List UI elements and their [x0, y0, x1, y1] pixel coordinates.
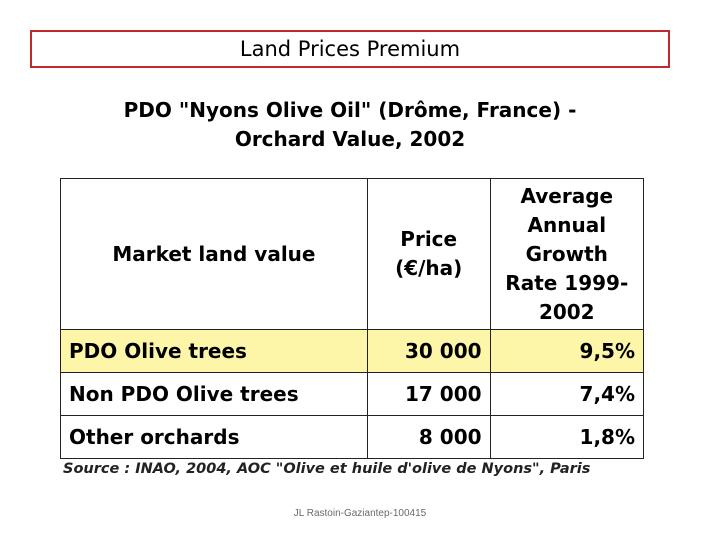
table-heading-line-2: Orchard Value, 2002	[234, 127, 466, 151]
row-price: 30 000	[366, 329, 491, 373]
source-citation: Source : INAO, 2004, AOC "Olive et huile…	[63, 461, 591, 477]
row-price: 17 000	[366, 372, 491, 416]
header-growth-line-1: Average	[520, 183, 614, 208]
header-price-line-2: (€/ha)	[395, 256, 463, 280]
row-growth: 1,8%	[489, 415, 645, 459]
land-value-table: Market land value Price (€/ha) Average A…	[60, 178, 645, 459]
header-price-line-1: Price	[400, 227, 458, 251]
table-heading-line-1: PDO "Nyons Olive Oil" (Drôme, France) -	[123, 98, 577, 122]
table-row: Other orchards 8 000 1,8%	[60, 415, 645, 459]
header-growth-rate: Average Annual Growth Rate 1999- 2002	[489, 178, 645, 330]
table-row: Non PDO Olive trees 17 000 7,4%	[60, 372, 645, 416]
header-growth-line-5: 2002	[538, 299, 595, 324]
table-heading: PDO "Nyons Olive Oil" (Drôme, France) - …	[60, 96, 640, 154]
row-label: Other orchards	[60, 415, 368, 459]
footer-author: JL Rastoin-Gaziantep-100415	[293, 508, 427, 519]
header-market-land-value: Market land value	[60, 178, 368, 330]
header-price: Price (€/ha)	[366, 178, 491, 330]
row-growth: 7,4%	[489, 372, 645, 416]
header-growth-line-2: Annual	[527, 212, 607, 237]
row-price: 8 000	[366, 415, 491, 459]
header-growth-line-4: Rate 1999-	[505, 270, 629, 295]
header-growth-line-3: Growth	[525, 241, 608, 266]
row-growth: 9,5%	[489, 329, 645, 373]
slide-title-text: Land Prices Premium	[239, 37, 461, 61]
row-label: Non PDO Olive trees	[60, 372, 368, 416]
table-row: PDO Olive trees 30 000 9,5%	[60, 329, 645, 373]
slide-title: Land Prices Premium	[30, 30, 670, 68]
table-header-row: Market land value Price (€/ha) Average A…	[60, 178, 645, 330]
row-label: PDO Olive trees	[60, 329, 368, 373]
